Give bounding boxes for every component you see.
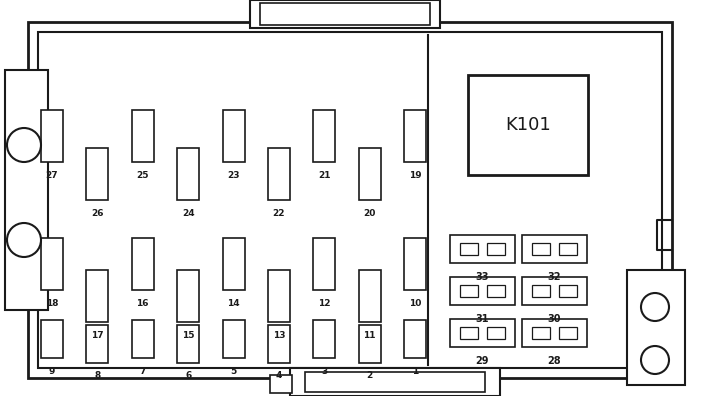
Bar [132,110,154,162]
Bar [559,285,577,297]
Text: 24: 24 [182,209,195,219]
Bar [460,243,478,255]
Bar [460,327,478,339]
Text: 29: 29 [476,356,489,366]
Bar [268,325,290,363]
Bar [487,327,505,339]
Bar [450,319,515,347]
Bar [87,325,109,363]
Text: 15: 15 [182,331,195,341]
Text: 11: 11 [363,331,376,341]
Bar [223,238,245,290]
Bar [38,32,662,368]
Text: 19: 19 [409,171,422,181]
Text: 5: 5 [231,367,237,375]
Bar [359,325,381,363]
Bar [404,238,426,290]
Text: 20: 20 [364,209,376,219]
Bar [522,319,587,347]
Bar [627,270,685,385]
Bar [522,235,587,263]
Text: 23: 23 [227,171,240,181]
Bar [28,22,672,378]
Bar [404,320,426,358]
Bar [268,270,290,322]
Text: 9: 9 [49,367,55,375]
Bar [260,3,430,25]
Text: 17: 17 [91,331,104,341]
Text: 12: 12 [318,299,331,308]
Text: 10: 10 [409,299,421,308]
Text: 18: 18 [46,299,59,308]
Text: 14: 14 [227,299,240,308]
Bar [41,238,63,290]
Text: 8: 8 [94,371,101,381]
Text: K101: K101 [505,116,551,134]
Bar [132,320,154,358]
Bar [132,238,154,290]
Bar [487,285,505,297]
Bar [522,277,587,305]
Bar [559,327,577,339]
Text: 31: 31 [476,314,489,324]
Text: Fuse-Box.info: Fuse-Box.info [136,156,324,244]
Bar [177,148,199,200]
Bar [532,285,550,297]
Bar [270,375,292,393]
Bar [5,70,48,310]
Bar [223,320,245,358]
Bar [450,235,515,263]
Bar [177,325,199,363]
Text: 25: 25 [137,171,149,181]
Bar [268,148,290,200]
Bar [532,327,550,339]
Bar [87,148,109,200]
Bar [41,320,63,358]
Bar [250,0,440,28]
Bar [313,238,336,290]
Text: 30: 30 [548,314,561,324]
Text: 4: 4 [276,371,282,381]
Text: 2: 2 [367,371,373,381]
Bar [532,243,550,255]
Text: 1: 1 [412,367,418,375]
Bar [313,320,336,358]
Text: 33: 33 [476,272,489,282]
Bar [460,285,478,297]
Bar [559,243,577,255]
Text: 3: 3 [321,367,327,375]
Bar [468,75,588,175]
Bar [87,270,109,322]
Bar [404,110,426,162]
Text: 32: 32 [548,272,561,282]
Bar [41,110,63,162]
Text: 6: 6 [185,371,191,381]
Bar [359,148,381,200]
Bar [290,368,500,396]
Bar [450,277,515,305]
Bar [313,110,336,162]
Bar [487,243,505,255]
Bar [177,270,199,322]
Bar [223,110,245,162]
Text: 7: 7 [140,367,146,375]
Text: 13: 13 [273,331,285,341]
Text: 16: 16 [137,299,149,308]
Bar [305,372,485,392]
Text: 27: 27 [46,171,59,181]
Text: 28: 28 [548,356,561,366]
Text: 21: 21 [318,171,331,181]
Text: 26: 26 [91,209,104,219]
Bar [359,270,381,322]
Text: 22: 22 [273,209,285,219]
